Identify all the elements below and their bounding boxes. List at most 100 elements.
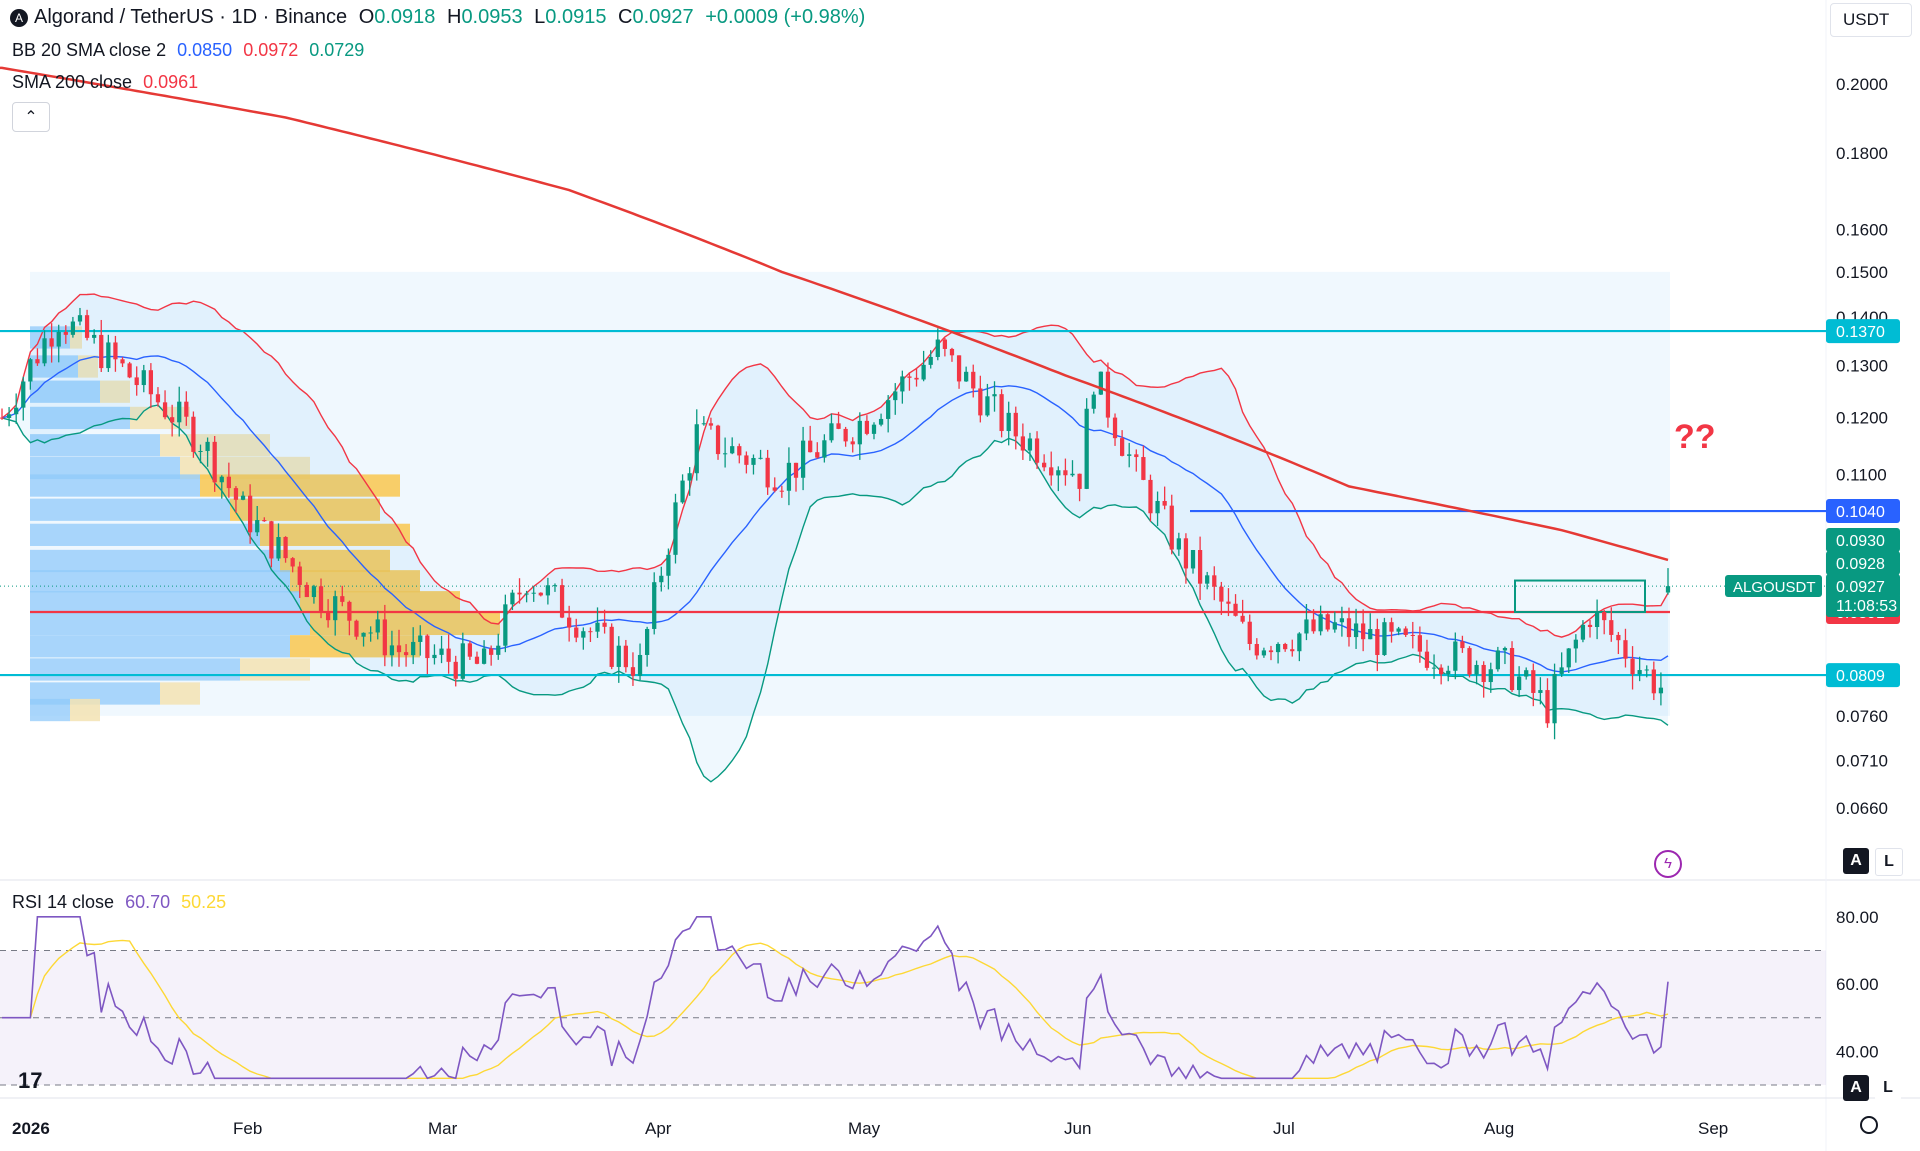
time-tick-label: Sep (1698, 1119, 1728, 1138)
tradingview-logo-icon: 17 (18, 1068, 43, 1093)
legend-sma[interactable]: SMA 200 close 0.0961 (12, 72, 204, 93)
collapse-legend-button[interactable]: ⌃ (12, 102, 50, 132)
bb-label: BB 20 SMA close 2 (12, 40, 167, 60)
price-tick-label: 0.1100 (1836, 465, 1887, 484)
candle-body (269, 521, 274, 559)
time-tick-label: Jul (1273, 1119, 1295, 1138)
candle-body (1573, 639, 1578, 649)
candle-body (467, 643, 473, 657)
candle-body (978, 388, 983, 416)
candle-body (786, 462, 792, 491)
volume-profile-bar (30, 380, 100, 403)
volume-profile-bar (30, 549, 280, 573)
auto-scale-button[interactable]: A (1843, 848, 1869, 874)
rsi-pane (0, 916, 1826, 1086)
candle-body (1368, 629, 1373, 640)
candle-body (311, 586, 317, 598)
candle-body (581, 631, 586, 638)
candle-body (1190, 550, 1196, 569)
close-label: C (618, 6, 633, 28)
candle-body (474, 656, 480, 664)
candle-body (857, 420, 862, 445)
rsi-auto-scale-button[interactable]: A (1843, 1075, 1869, 1101)
symbol-tag: ALGOUSDT (1733, 579, 1816, 596)
candle-body (432, 654, 437, 659)
candle-body (616, 645, 621, 667)
low-label: L (534, 6, 546, 28)
candle-body (63, 331, 68, 335)
candle-body (900, 376, 905, 392)
currency-selector[interactable]: USDT (1830, 3, 1912, 37)
legend-bb[interactable]: BB 20 SMA close 2 0.0850 0.0972 0.0729 (12, 40, 370, 61)
candle-body (1240, 615, 1245, 622)
settings-gear-icon[interactable] (1860, 1116, 1878, 1134)
bb-basis-value: 0.0850 (177, 40, 233, 60)
symbol-title[interactable]: Algorand / TetherUS · 1D · Binance (34, 6, 348, 28)
candle-body (1226, 601, 1231, 604)
candle-body (1169, 505, 1174, 550)
candle-body (715, 425, 721, 455)
rsi-line (2, 916, 1669, 1080)
candle-body (602, 622, 607, 627)
symbol-tag-bg (1725, 575, 1822, 597)
candle-body (588, 631, 593, 633)
volume-profile-bar (30, 570, 290, 593)
volume-profile-bar (160, 682, 200, 705)
volume-profile-bar (130, 406, 190, 430)
price-tick-label: 0.1200 (1836, 409, 1888, 428)
candle-body (1275, 643, 1281, 653)
candle-body (1637, 670, 1642, 675)
candle-body (829, 423, 834, 441)
candle-body (382, 619, 387, 656)
candle-body (318, 586, 324, 612)
candle-body (233, 488, 239, 500)
close-value: 0.0927 (632, 6, 694, 28)
candle-body (935, 339, 940, 357)
change-value: +0.0009 (+0.98%) (705, 6, 866, 28)
candle-body (1056, 470, 1061, 476)
candle-body (1545, 690, 1550, 724)
candle-body (1290, 649, 1295, 652)
candle-body (552, 585, 558, 587)
time-tick-label: 2026 (12, 1119, 50, 1138)
candle-body (460, 643, 465, 679)
candle-body (1609, 620, 1614, 635)
time-tick-label: Aug (1484, 1119, 1514, 1138)
volume-profile-bar (70, 698, 100, 722)
candle-body (737, 446, 742, 456)
candle-body (949, 348, 955, 356)
candle-body (1488, 669, 1493, 683)
candle-body (21, 381, 26, 408)
candle-body (77, 315, 83, 322)
chevron-up-icon: ⌃ (24, 109, 38, 126)
rsi-log-scale-button[interactable]: L (1875, 1075, 1901, 1101)
candle-body (1098, 371, 1103, 395)
volume-profile-bar (290, 635, 420, 658)
candle-body (49, 338, 54, 347)
legend-rsi[interactable]: RSI 14 close 60.70 50.25 (12, 892, 232, 913)
candle-body (1552, 673, 1557, 724)
candle-body (113, 342, 118, 360)
candle-body (921, 364, 926, 380)
lightning-icon[interactable]: ϟ (1654, 850, 1682, 878)
volume-profile-bar (30, 498, 230, 521)
rsi-label: RSI 14 close (12, 892, 115, 912)
candle-body (403, 652, 409, 656)
candle-body (1119, 438, 1125, 456)
candle-body (559, 585, 565, 618)
low-value: 0.0915 (545, 6, 607, 28)
log-scale-button[interactable]: L (1875, 848, 1903, 876)
candle-body (1630, 658, 1635, 675)
candle-body (538, 592, 543, 596)
candle-body (914, 377, 919, 380)
candle-body (1162, 500, 1167, 506)
volume-profile-bar (30, 355, 78, 378)
candle-body (333, 596, 338, 621)
candle-body (524, 593, 529, 595)
volume-profile-bar (30, 698, 70, 722)
candle-body (1403, 628, 1408, 635)
candle-body (836, 423, 841, 429)
sma-200-line (0, 66, 1669, 562)
candle-body (730, 446, 735, 454)
